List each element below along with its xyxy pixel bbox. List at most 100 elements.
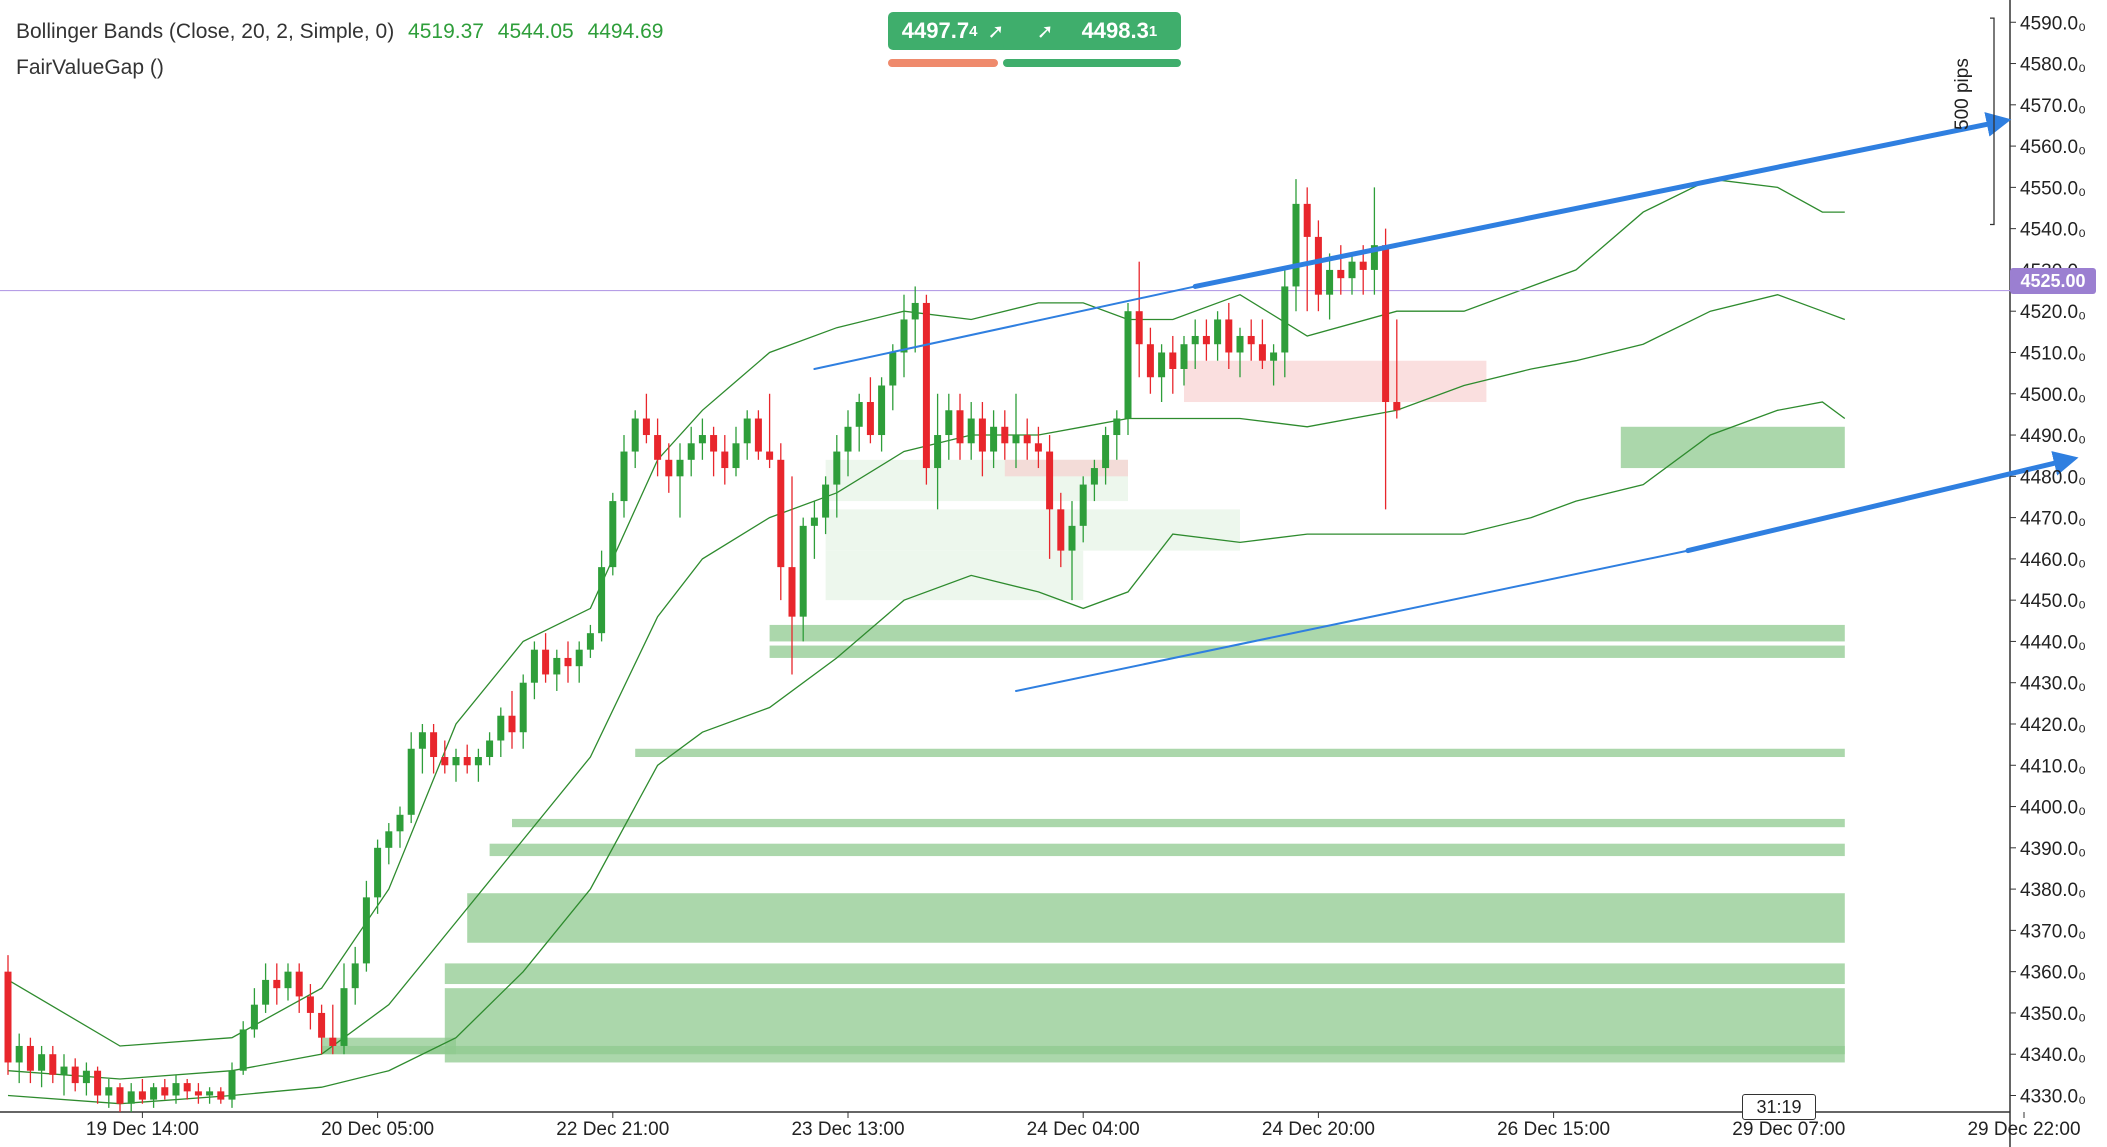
- candle-bull: [833, 451, 841, 485]
- current-price-label: 4525.00: [2010, 268, 2096, 294]
- candle-bull: [15, 1045, 23, 1063]
- candle-bear: [1046, 451, 1054, 510]
- fvg-zone: [825, 550, 1084, 601]
- candle-bear: [1146, 344, 1154, 378]
- candle-bull: [486, 740, 494, 758]
- candle-bull: [206, 1091, 214, 1096]
- candle-bull: [127, 1091, 135, 1104]
- candle-bull: [497, 715, 505, 741]
- candle-bull: [82, 1070, 90, 1084]
- candle-bear: [754, 418, 762, 452]
- candle-bull: [598, 567, 606, 634]
- candle-bull: [1180, 344, 1188, 369]
- candle-bear: [1023, 435, 1031, 444]
- candle-bull: [990, 426, 998, 452]
- candle-bull: [732, 443, 740, 469]
- fvg-legend[interactable]: FairValueGap (): [16, 56, 164, 80]
- sell-volume-bar: [888, 59, 998, 67]
- y-tick-label: 4400.0₀: [2020, 798, 2086, 819]
- candle-bull: [934, 435, 942, 469]
- candle-bull: [1102, 435, 1110, 469]
- sell-arrow-icon: ➚: [987, 20, 1005, 43]
- candle-bear: [4, 971, 12, 1063]
- fvg-zone: [444, 963, 1845, 985]
- candle-bull: [1068, 525, 1076, 551]
- trendline: [813, 285, 1197, 370]
- candle-bull: [743, 418, 751, 444]
- pips-bracket: [1990, 17, 1995, 226]
- y-tick-label: 4490.0₀: [2020, 426, 2086, 447]
- candle-bull: [474, 757, 482, 766]
- candle-bull: [1292, 203, 1300, 287]
- candle-bull: [519, 682, 527, 733]
- candle-bull: [362, 897, 370, 964]
- y-tick-label: 4440.0₀: [2020, 632, 2086, 653]
- candle-bull: [250, 1004, 258, 1030]
- y-tick-label: 4550.0₀: [2020, 178, 2086, 199]
- bollinger-upper-band: [7, 178, 1845, 1047]
- buy-price: 4498.3: [1081, 18, 1149, 43]
- candle-bull: [1158, 352, 1166, 378]
- x-tick-label: 29 Dec 22:00: [1967, 1119, 2080, 1140]
- candle-bear: [1337, 269, 1345, 279]
- candle-bull: [900, 319, 908, 353]
- candle-bear: [94, 1070, 102, 1096]
- candle-bear: [329, 1037, 337, 1046]
- candle-bull: [945, 410, 953, 436]
- candle-bear: [922, 302, 930, 469]
- candle-bull: [631, 418, 639, 452]
- candle-bear: [777, 459, 785, 568]
- candle-bear: [642, 418, 650, 436]
- candle-bull: [586, 633, 594, 650]
- candle-bull: [1270, 352, 1278, 361]
- candle-bear: [508, 715, 516, 733]
- candle-bull: [1090, 468, 1098, 485]
- y-tick-label: 4590.0₀: [2020, 13, 2086, 34]
- bollinger-legend[interactable]: Bollinger Bands (Close, 20, 2, Simple, 0…: [16, 20, 663, 44]
- candle-bear: [866, 402, 874, 436]
- candle-bear: [710, 435, 718, 452]
- candle-bull: [609, 501, 617, 568]
- candle-bear: [978, 418, 986, 452]
- fvg-zone: [489, 843, 1845, 857]
- candle-bull: [385, 831, 393, 848]
- candle-bull: [38, 1054, 46, 1071]
- buy-button[interactable]: ➚ 4498.3 1: [1003, 12, 1181, 50]
- candle-bull: [239, 1029, 247, 1071]
- candle-bull: [530, 649, 538, 683]
- candle-bull: [1124, 311, 1132, 419]
- pips-measure-label: 500 pips: [1952, 58, 1973, 130]
- candle-bull: [676, 459, 684, 477]
- candle-bear: [1393, 402, 1401, 411]
- candle-bull: [1281, 286, 1289, 353]
- candle-bull: [799, 525, 807, 617]
- candle-bear: [1001, 426, 1009, 444]
- candle-bull: [855, 402, 863, 427]
- candle-bear: [116, 1087, 124, 1104]
- candle-bear: [26, 1045, 34, 1071]
- buy-volume-bar: [1003, 59, 1181, 67]
- y-tick-label: 4520.0₀: [2020, 302, 2086, 323]
- sell-price-sub: 4: [969, 22, 978, 40]
- candle-bull: [911, 302, 919, 320]
- candle-bear: [1247, 335, 1255, 345]
- y-tick-label: 4380.0₀: [2020, 880, 2086, 901]
- candle-bull: [1326, 269, 1334, 295]
- candle-bull: [687, 443, 695, 460]
- fvg-zone: [512, 818, 1845, 828]
- candle-bear: [1202, 335, 1210, 345]
- fvg-zone: [1620, 426, 1845, 469]
- trendline: [1685, 451, 2079, 554]
- x-tick-label: 24 Dec 20:00: [1262, 1119, 1375, 1140]
- y-tick-label: 4340.0₀: [2020, 1045, 2086, 1066]
- y-tick-label: 4420.0₀: [2020, 715, 2086, 736]
- buy-arrow-icon: ➚: [1036, 20, 1054, 43]
- candle-bear: [956, 410, 964, 444]
- candle-bull: [810, 517, 818, 526]
- candle-bull: [878, 385, 886, 436]
- x-tick-label: 23 Dec 13:00: [791, 1119, 904, 1140]
- candle-bear: [1034, 443, 1042, 452]
- fvg-zone: [321, 1045, 1845, 1055]
- fvg-zone: [769, 624, 1845, 642]
